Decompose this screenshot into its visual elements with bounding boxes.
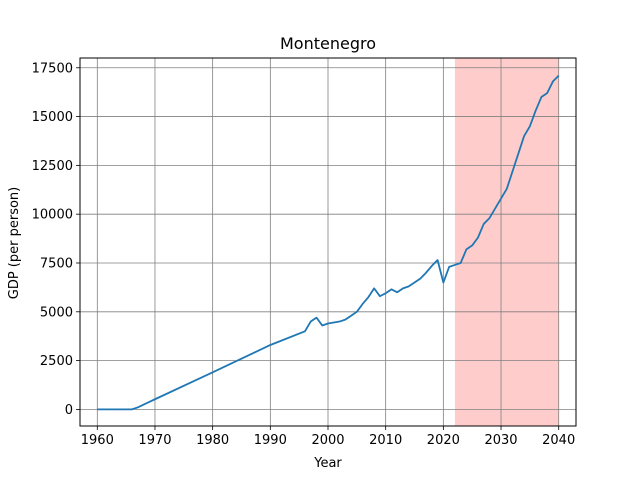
- y-tick-label: 0: [65, 403, 73, 418]
- forecast-highlight-band: [454, 58, 559, 426]
- x-tick-label: 2010: [369, 433, 402, 448]
- x-axis-label: Year: [313, 456, 342, 471]
- chart-title: Montenegro: [280, 34, 376, 53]
- y-tick-label: 2500: [40, 354, 73, 369]
- y-tick-label: 15000: [32, 110, 73, 125]
- y-tick-label: 5000: [40, 305, 73, 320]
- y-tick-label: 12500: [32, 159, 73, 174]
- gdp-series-line: [97, 74, 560, 411]
- x-tick-label: 2000: [311, 433, 344, 448]
- y-axis-label: GDP (per person): [7, 187, 22, 300]
- x-tick-label: 1990: [254, 433, 287, 448]
- x-tick-label: 1980: [196, 433, 229, 448]
- x-tick-label: 2040: [542, 433, 575, 448]
- x-tick-label: 1970: [138, 433, 171, 448]
- x-tick-label: 2030: [484, 433, 517, 448]
- y-tick-label: 7500: [40, 256, 73, 271]
- x-tick-label: 2020: [427, 433, 460, 448]
- y-tick-label: 17500: [32, 61, 73, 76]
- x-tick-label: 1960: [81, 433, 114, 448]
- y-tick-label: 10000: [32, 208, 73, 223]
